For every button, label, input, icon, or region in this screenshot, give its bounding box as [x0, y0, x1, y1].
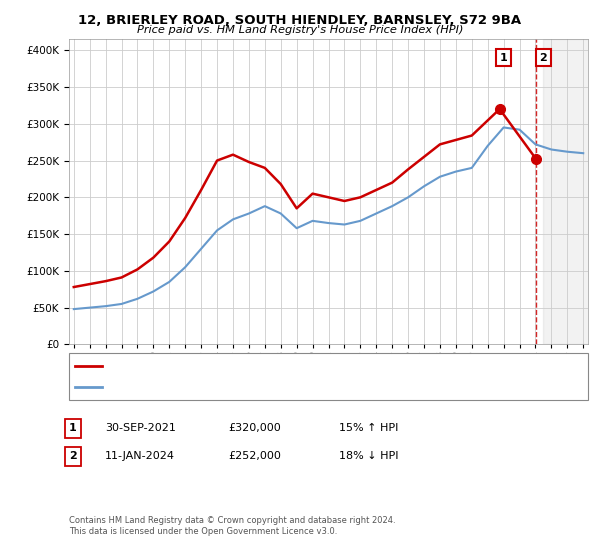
Bar [544, 39, 591, 344]
Text: 1: 1 [500, 53, 508, 63]
Text: Contains HM Land Registry data © Crown copyright and database right 2024.
This d: Contains HM Land Registry data © Crown c… [69, 516, 395, 536]
Text: £320,000: £320,000 [228, 423, 281, 433]
Text: 11-JAN-2024: 11-JAN-2024 [105, 451, 175, 461]
Text: HPI: Average price, detached house, Wakefield: HPI: Average price, detached house, Wake… [108, 382, 341, 392]
Text: 18% ↓ HPI: 18% ↓ HPI [339, 451, 398, 461]
Text: Price paid vs. HM Land Registry's House Price Index (HPI): Price paid vs. HM Land Registry's House … [137, 25, 463, 35]
Text: 2: 2 [69, 451, 77, 461]
Text: 12, BRIERLEY ROAD, SOUTH HIENDLEY, BARNSLEY, S72 9BA (detached house): 12, BRIERLEY ROAD, SOUTH HIENDLEY, BARNS… [108, 361, 499, 371]
Text: 15% ↑ HPI: 15% ↑ HPI [339, 423, 398, 433]
Text: 12, BRIERLEY ROAD, SOUTH HIENDLEY, BARNSLEY, S72 9BA: 12, BRIERLEY ROAD, SOUTH HIENDLEY, BARNS… [79, 14, 521, 27]
Text: £252,000: £252,000 [228, 451, 281, 461]
Text: 2: 2 [539, 53, 547, 63]
Text: 1: 1 [69, 423, 77, 433]
Text: 30-SEP-2021: 30-SEP-2021 [105, 423, 176, 433]
